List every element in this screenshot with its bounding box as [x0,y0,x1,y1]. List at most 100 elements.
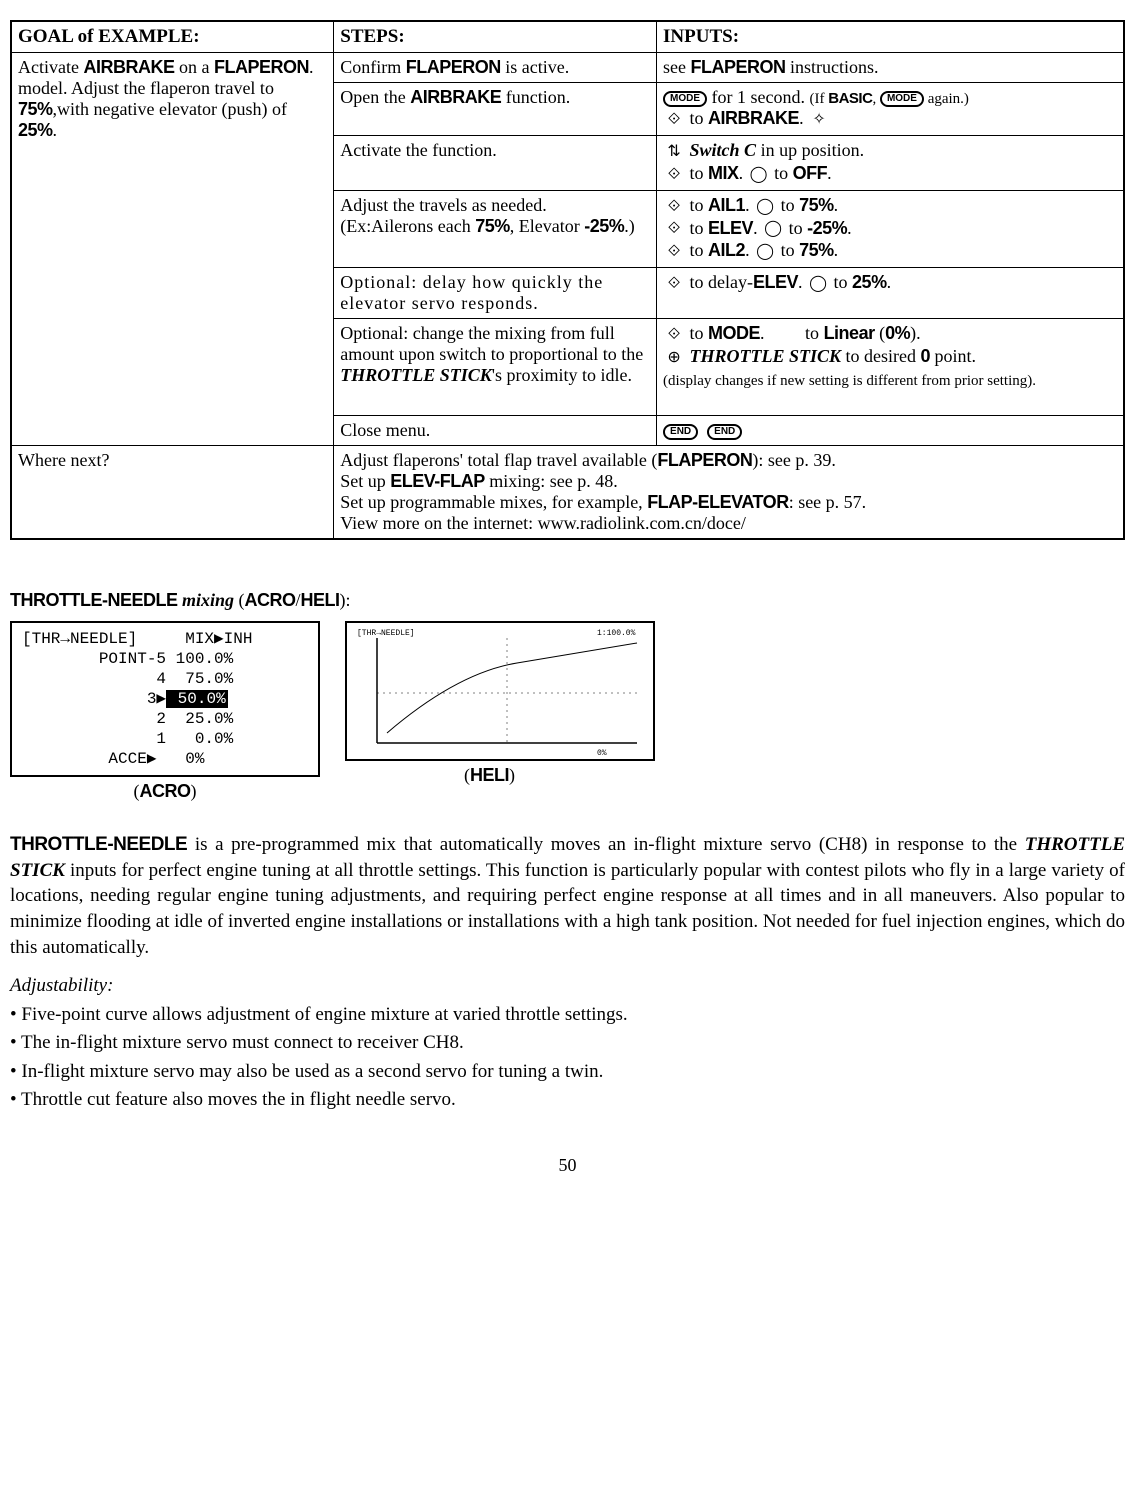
txt: ,with negative elevator (push) of [53,99,287,119]
txt: in up position. [756,140,864,160]
lcd-heli: [THR→NEEDLE] 1:100.0% 0% [345,621,655,761]
step-cell: Confirm FLAPERON is active. [334,53,657,83]
dial-icon: ◯ [754,241,776,263]
txt: 0% [885,323,910,343]
txt: 75% [475,216,510,236]
txt: • Five-point curve allows adjustment of … [10,1001,1125,1030]
txt: to [685,323,708,343]
txt: Adjustability: [10,972,1125,1001]
txt: Linear [824,323,875,343]
txt: Open the [340,87,410,107]
txt: on a [175,57,215,77]
page-number: 50 [10,1155,1125,1176]
txt: . [799,108,808,128]
wherenext-cell: Adjust flaperons' total flap travel avai… [334,446,1124,540]
step-cell: Adjust the travels as needed. (Ex:Ailero… [334,190,657,268]
txt: MIX [708,163,739,183]
txt: FLAPERON [214,57,309,77]
txt: again.) [924,91,969,107]
col-inputs: INPUTS: [657,21,1124,53]
txt: FLAPERON [657,450,752,470]
txt: see [663,57,690,77]
txt: AIRBRAKE [708,108,799,128]
svg-text:[THR→NEEDLE]: [THR→NEEDLE] [357,629,415,638]
txt: point. [930,346,976,366]
txt: Switch C [690,140,757,160]
cursor-icon: ⟐ [663,109,685,131]
txt: -25% [584,216,624,236]
cursor-icon: ⟐ [663,241,685,263]
txt: to [776,240,799,260]
mode-icon: MODE [663,91,707,107]
txt: AIRBRAKE [410,87,501,107]
txt: ). [910,323,921,343]
txt: • Throttle cut feature also moves the in… [10,1086,1125,1115]
dial-icon: ◯ [754,196,776,218]
txt: Activate [18,57,83,77]
txt: MODE [708,323,760,343]
cursor-icon: ⟐ [663,324,685,346]
txt: : see p. 57. [789,492,866,512]
end-icon: END [707,424,742,440]
col-steps: STEPS: [334,21,657,53]
txt: Adjust flaperons' total flap travel avai… [340,450,657,470]
txt: 75% [799,195,834,215]
txt: to delay- [685,272,753,292]
txt: ELEV [753,272,798,292]
txt: POINT-5 100.0% [22,650,233,668]
caption-heli: (HELI) [325,765,655,786]
txt: to [685,240,708,260]
txt: . [739,163,748,183]
txt: is a pre-programmed mix that automatical… [187,834,1025,855]
txt: ACRO [245,590,296,610]
txt: to [685,108,708,128]
txt: 1 0.0% [22,730,233,748]
txt: is active. [501,57,569,77]
txt: . [834,195,839,215]
input-cell: ⇅ Switch C in up position. ⟐ to MIX. ◯ t… [657,135,1124,190]
txt: OFF [793,163,828,183]
txt: Optional: change the mixing from full am… [340,323,643,364]
txt: ): [340,590,351,610]
dial-icon: ◯ [762,218,784,240]
dial-icon: ◯ [807,273,829,295]
txt: • In-flight mixture servo may also be us… [10,1058,1125,1087]
blink-icon: ✧ [808,109,830,131]
txt: 3▶ [22,690,166,708]
txt: . [827,163,832,183]
txt: 's proximity to idle. [492,365,632,385]
txt: AIL2 [708,240,745,260]
txt: ): see p. 39. [752,450,835,470]
txt: (If [810,91,829,107]
txt: to desired [841,346,920,366]
txt: to [784,218,807,238]
txt: 25% [18,120,53,140]
txt: FLAPERON [691,57,786,77]
switch-icon: ⇅ [663,141,685,163]
txt: to [685,218,708,238]
svg-text:1:100.0%: 1:100.0% [597,629,636,638]
example-table: GOAL of EXAMPLE: STEPS: INPUTS: Activate… [10,20,1125,540]
txt: 4 75.0% [22,670,233,688]
txt: , [872,91,880,107]
cursor-icon: ⟐ [663,273,685,295]
txt: mixing: see p. 48. [485,471,618,491]
txt: instructions. [786,57,879,77]
txt: Confirm [340,57,406,77]
txt: to [685,163,708,183]
txt: for 1 second. [707,87,809,107]
txt: . [847,218,852,238]
dial-icon: ◯ [748,164,770,186]
txt: FLAPERON [406,57,501,77]
col-goal: GOAL of EXAMPLE: [11,21,334,53]
txt: mixing [178,590,239,610]
txt: . [753,218,762,238]
txt: ACCE▶ 0% [22,750,204,768]
txt: HELI [301,590,340,610]
txt: BASIC [828,90,872,107]
txt: Adjust the travels as needed. [340,195,546,215]
txt: 75% [18,99,53,119]
input-cell: END END [657,416,1124,446]
adjustability: Adjustability: • Five-point curve allows… [10,972,1125,1115]
txt: ELEV-FLAP [390,471,485,491]
